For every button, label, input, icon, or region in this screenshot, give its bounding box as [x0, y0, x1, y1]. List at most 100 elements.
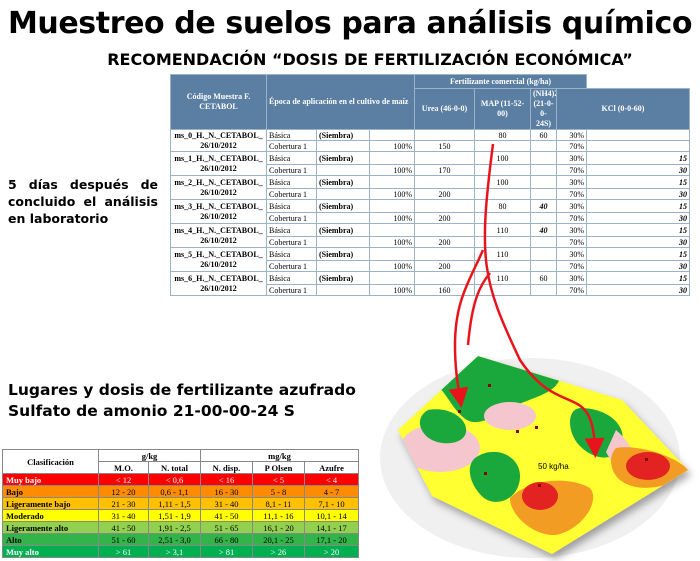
- nh4-value: 40: [530, 199, 557, 213]
- kcl-value-cobertura: 30: [586, 188, 690, 200]
- kcl-value-basica: 15: [586, 223, 690, 237]
- epoca-pct: 100%: [369, 140, 415, 152]
- epoca-blank: [316, 140, 370, 152]
- sample-code: ms_3_H._N._CETABOL_ 26/10/2012: [170, 199, 267, 224]
- nh4-blank: [530, 188, 557, 200]
- kcl-pct-cobertura: 70%: [555, 284, 588, 296]
- col-header-epoca: Época de aplicación en el cultivo de maí…: [266, 74, 415, 130]
- epoca-blank: [316, 236, 370, 248]
- urea-value: 170: [414, 164, 475, 176]
- kcl-pct-basica: 30%: [555, 247, 588, 261]
- cls-label: Moderado: [2, 509, 99, 522]
- map-value: 100: [474, 151, 531, 165]
- cls-po: < 5: [252, 473, 305, 486]
- kcl-value-basica: 15: [586, 175, 690, 189]
- epoca-pct: 100%: [369, 260, 415, 272]
- sample-code: ms_1_H._N._CETABOL_ 26/10/2012: [170, 151, 267, 176]
- cls-label: Alto: [2, 533, 99, 546]
- kcl-pct-basica: 30%: [555, 175, 588, 189]
- epoca-blank: [369, 175, 415, 189]
- rec-row-basica: ms_1_H._N._CETABOL_ 26/10/2012 Básica (Siem…: [170, 151, 690, 176]
- epoca-basica: Básica: [266, 223, 317, 237]
- col-header-map: MAP (11-52-00): [474, 88, 531, 130]
- urea-basica: [414, 151, 475, 165]
- nh4-blank: [530, 260, 557, 272]
- rec-row-basica: ms_4_H._N._CETABOL_ 26/10/2012 Básica (Siem…: [170, 223, 690, 248]
- kcl-pct-basica: 30%: [555, 223, 588, 237]
- cls-nd: > 81: [200, 545, 253, 558]
- epoca-blank: [316, 260, 370, 272]
- cls-nt: 2,51 - 3,0: [148, 533, 201, 546]
- kcl-pct-basica: 30%: [555, 151, 588, 165]
- map-dose-label: 50 kg/ha: [538, 462, 569, 471]
- col-header-urea: Urea (46-0-0): [414, 88, 475, 130]
- map-value: 110: [474, 271, 531, 285]
- cls-po: 20,1 - 25: [252, 533, 305, 546]
- kcl-pct-cobertura: 70%: [555, 236, 588, 248]
- epoca-blank: [369, 223, 415, 237]
- cls-po: 11,1 - 16: [252, 509, 305, 522]
- recommendation-table: Código Muestra F. CETABOL Época de aplic…: [170, 74, 690, 296]
- epoca-siembra: (Siembra): [316, 175, 370, 189]
- map-value: 80: [474, 199, 531, 213]
- cls-label: Bajo: [2, 485, 99, 498]
- map-value: 110: [474, 247, 531, 261]
- urea-value: 200: [414, 212, 475, 224]
- rec-row-basica: ms_5_H._N._CETABOL_ 26/10/2012 Básica (Siem…: [170, 247, 690, 272]
- epoca-basica: Básica: [266, 199, 317, 213]
- cls-po: 8,1 - 11: [252, 497, 305, 510]
- rec-row-basica: ms_0_H._N._CETABOL_ 26/10/2012 Básica (Siem…: [170, 129, 690, 152]
- cls-header-nt: N. total: [148, 461, 201, 474]
- kcl-value-cobertura: 30: [586, 284, 690, 296]
- section-title-line2: Sulfato de amonio 21-00-00-24 S: [8, 402, 295, 420]
- rec-row-basica: ms_3_H._N._CETABOL_ 26/10/2012 Básica (Siem…: [170, 199, 690, 224]
- cls-row: Muy bajo < 12 < 0,6 < 16 < 5 < 4: [2, 473, 359, 486]
- cls-header-po: P Olsen: [252, 461, 305, 474]
- sample-code: ms_2_H._N._CETABOL_ 26/10/2012: [170, 175, 267, 200]
- epoca-pct: 100%: [369, 284, 415, 296]
- cls-header-mgkg: mg/kg: [200, 449, 359, 462]
- page-title: Muestreo de suelos para análisis químico: [7, 6, 693, 41]
- kcl-value-basica: 15: [586, 151, 690, 165]
- col-header-fertilizante: Fertilizante comercial (kg/ha): [413, 74, 588, 89]
- section-title-line1: Lugares y dosis de fertilizante azufrado: [8, 381, 356, 399]
- epoca-blank: [369, 151, 415, 165]
- epoca-pct: 100%: [369, 212, 415, 224]
- cls-po: 5 - 8: [252, 485, 305, 498]
- page-subtitle: RECOMENDACIÓN “DOSIS DE FERTILIZACIÓN EC…: [107, 50, 633, 69]
- epoca-blank: [316, 188, 370, 200]
- map-blank: [474, 164, 531, 176]
- cls-mo: < 12: [98, 473, 149, 486]
- cls-header-gkg: g/kg: [98, 449, 201, 462]
- nh4-value: [530, 247, 557, 261]
- kcl-value-cobertura: 30: [586, 260, 690, 272]
- cls-az: 4 - 7: [304, 485, 359, 498]
- cls-mo: > 61: [98, 545, 149, 558]
- sample-code: ms_5_H._N._CETABOL_ 26/10/2012: [170, 247, 267, 272]
- kcl-pct-basica: 30%: [555, 271, 588, 285]
- kcl-pct-cobertura: 70%: [555, 164, 588, 176]
- kcl-pct-basica: 30%: [555, 199, 588, 213]
- kcl-value-basica: 15: [586, 199, 690, 213]
- cls-nt: > 3,1: [148, 545, 201, 558]
- nh4-value: 60: [530, 129, 557, 141]
- urea-basica: [414, 199, 475, 213]
- cls-nd: 41 - 50: [200, 509, 253, 522]
- cls-nd: < 16: [200, 473, 253, 486]
- kcl-value-cobertura: 30: [586, 212, 690, 224]
- cls-mo: 21 - 30: [98, 497, 149, 510]
- epoca-basica: Básica: [266, 271, 317, 285]
- kcl-pct-cobertura: 70%: [555, 188, 588, 200]
- cls-header-az: Azufre: [304, 461, 359, 474]
- urea-value: 200: [414, 188, 475, 200]
- cls-header-nd: N. disp.: [200, 461, 253, 474]
- cls-po: > 26: [252, 545, 305, 558]
- section-title: Lugares y dosis de fertilizante azufrado…: [8, 380, 388, 422]
- cls-mo: 12 - 20: [98, 485, 149, 498]
- rec-row-basica: ms_2_H._N._CETABOL_ 26/10/2012 Básica (Siem…: [170, 175, 690, 200]
- cls-nt: 1,51 - 1,9: [148, 509, 201, 522]
- epoca-pct: 100%: [369, 188, 415, 200]
- epoca-blank: [369, 199, 415, 213]
- map-blank: [474, 212, 531, 224]
- urea-basica: [414, 271, 475, 285]
